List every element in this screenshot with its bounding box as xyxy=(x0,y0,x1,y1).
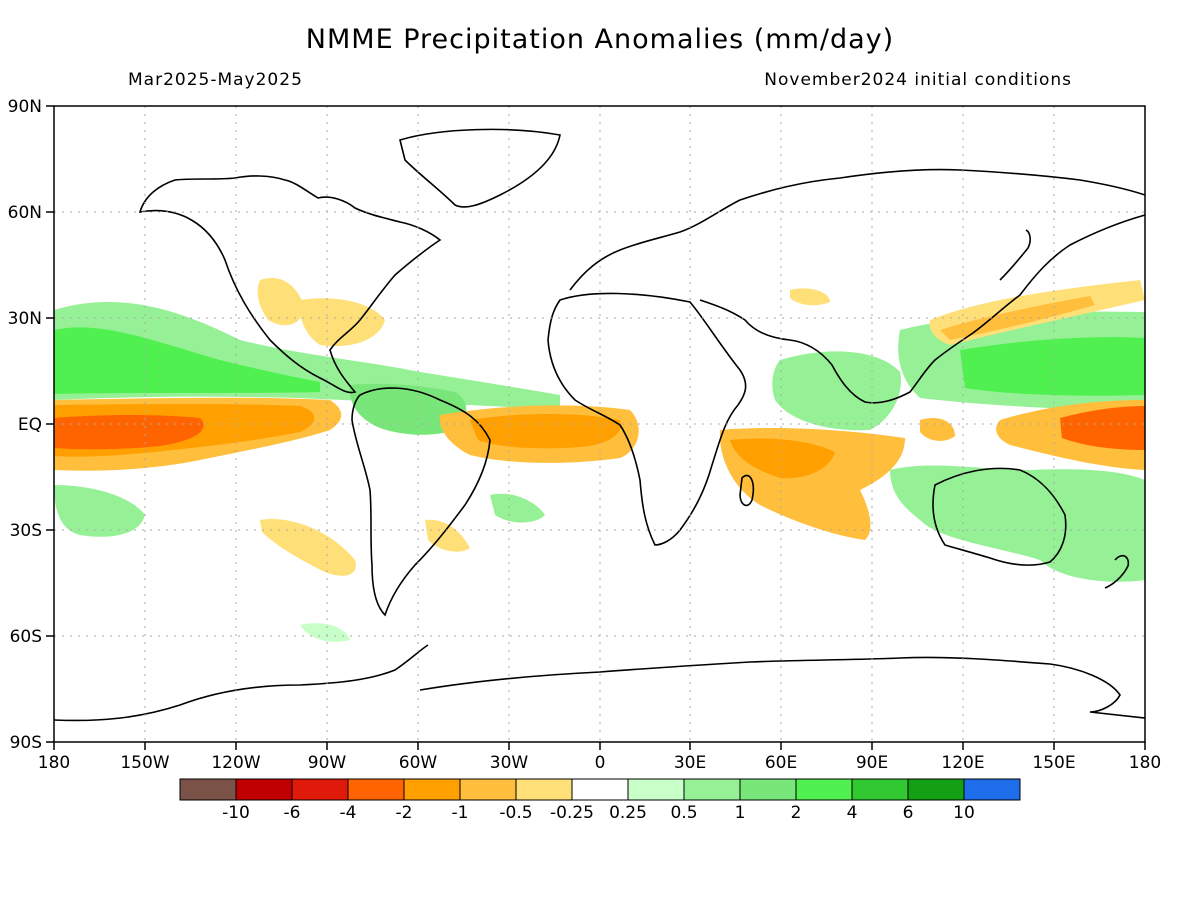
dry-west-indian-ocean-core xyxy=(730,438,835,479)
colorbar-label: -4 xyxy=(340,803,357,823)
colorbar-swatch xyxy=(291,778,349,801)
lon-label: 60E xyxy=(765,753,797,773)
colorbar-swatch xyxy=(459,778,517,801)
anomaly-shading xyxy=(54,278,1145,642)
south-america-coast xyxy=(351,387,491,617)
lon-label: 90W xyxy=(308,753,347,773)
colorbar-swatch xyxy=(907,778,965,801)
lon-label: 60W xyxy=(399,753,438,773)
colorbar-label: -0.5 xyxy=(499,803,532,823)
lat-label: 60N xyxy=(8,203,42,223)
colorbar-label: 6 xyxy=(903,803,914,823)
madagascar-coast xyxy=(739,474,755,507)
colorbar-swatch xyxy=(515,778,573,801)
greenland-coast xyxy=(399,128,561,208)
wet-indian-ocean xyxy=(772,351,901,431)
lat-label: 90N xyxy=(8,97,42,117)
lon-label: 150E xyxy=(1032,753,1075,773)
lat-label: EQ xyxy=(18,415,42,435)
colorbar-swatch xyxy=(627,778,685,801)
colorbar-swatch xyxy=(571,778,629,801)
tick-marks xyxy=(46,105,1146,750)
lat-label: 90S xyxy=(10,733,42,753)
colorbar-label: 10 xyxy=(953,803,975,823)
colorbar-label: -0.25 xyxy=(550,803,594,823)
colorbar-swatch xyxy=(347,778,405,801)
lon-label: 90E xyxy=(856,753,888,773)
colorbar-label: 4 xyxy=(847,803,858,823)
colorbar-label: 1 xyxy=(735,803,746,823)
graticule xyxy=(54,106,1145,742)
lon-label: 30W xyxy=(490,753,529,773)
new-zealand-coast xyxy=(1104,554,1130,589)
colorbar-label: -10 xyxy=(222,803,250,823)
lat-label: 30N xyxy=(8,309,42,329)
africa-coast xyxy=(547,292,747,546)
lon-label: 150W xyxy=(120,753,169,773)
japan-coast xyxy=(999,229,1031,281)
antarctica-coast xyxy=(54,644,1145,722)
colorbar-swatch xyxy=(235,778,293,801)
colorbar-swatch xyxy=(739,778,797,801)
lon-label: 180 xyxy=(38,753,70,773)
colorbar-swatch xyxy=(403,778,461,801)
wet-amazon xyxy=(349,383,467,435)
colorbar-label: 0.25 xyxy=(609,803,647,823)
dry-us-southeast xyxy=(299,298,385,347)
lat-label: 30S xyxy=(10,521,42,541)
initial-conditions: November2024 initial conditions xyxy=(764,70,1072,90)
dry-sw-pacific-2 xyxy=(425,519,470,552)
dry-us-southwest xyxy=(257,278,305,326)
wet-south-atlantic xyxy=(490,493,545,523)
map-title: NMME Precipitation Anomalies (mm/day) xyxy=(305,24,895,55)
lon-label: 30E xyxy=(674,753,706,773)
lon-label: 0 xyxy=(595,753,606,773)
dry-sw-pacific-1 xyxy=(260,519,356,576)
colorbar: -10 -6 -4 -2 -1 -0.5 -0.25 0.25 0.5 1 2 4 6 10 xyxy=(179,778,1021,823)
dry-arabia xyxy=(790,288,830,306)
colorbar-label: 0.5 xyxy=(670,803,697,823)
wet-south-pacific xyxy=(54,485,145,537)
colorbar-label: -1 xyxy=(452,803,469,823)
latitude-labels: 90N 60N 30N EQ 30S 60S 90S xyxy=(8,97,42,753)
colorbar-swatch xyxy=(795,778,853,801)
wet-southern-ocean xyxy=(300,623,350,642)
dry-west-equatorial-pacific-core xyxy=(1060,406,1145,450)
wet-north-pacific-band-core xyxy=(54,327,320,394)
colorbar-label: 2 xyxy=(791,803,802,823)
dry-equatorial-atlantic-core xyxy=(470,414,621,449)
europe-asia-coast xyxy=(569,168,1145,404)
wet-west-pacific-core xyxy=(960,337,1145,396)
wet-australia-east xyxy=(890,465,1145,582)
colorbar-label: -2 xyxy=(396,803,413,823)
lon-label: 120E xyxy=(941,753,984,773)
australia-coast xyxy=(932,467,1067,567)
north-america-coast xyxy=(138,175,442,394)
lon-label: 120W xyxy=(211,753,260,773)
forecast-period: Mar2025-May2025 xyxy=(128,70,303,90)
colorbar-swatch xyxy=(851,778,909,801)
colorbar-swatch xyxy=(179,778,237,801)
longitude-labels: 180 150W 120W 90W 60W 30W 0 30E 60E 90E … xyxy=(38,753,1161,773)
lat-label: 60S xyxy=(10,627,42,647)
colorbar-swatch xyxy=(683,778,741,801)
dry-maritime-continent xyxy=(920,417,955,441)
coastlines xyxy=(54,128,1145,722)
colorbar-swatch xyxy=(963,778,1021,801)
lon-label: 180 xyxy=(1129,753,1161,773)
colorbar-label: -6 xyxy=(284,803,301,823)
